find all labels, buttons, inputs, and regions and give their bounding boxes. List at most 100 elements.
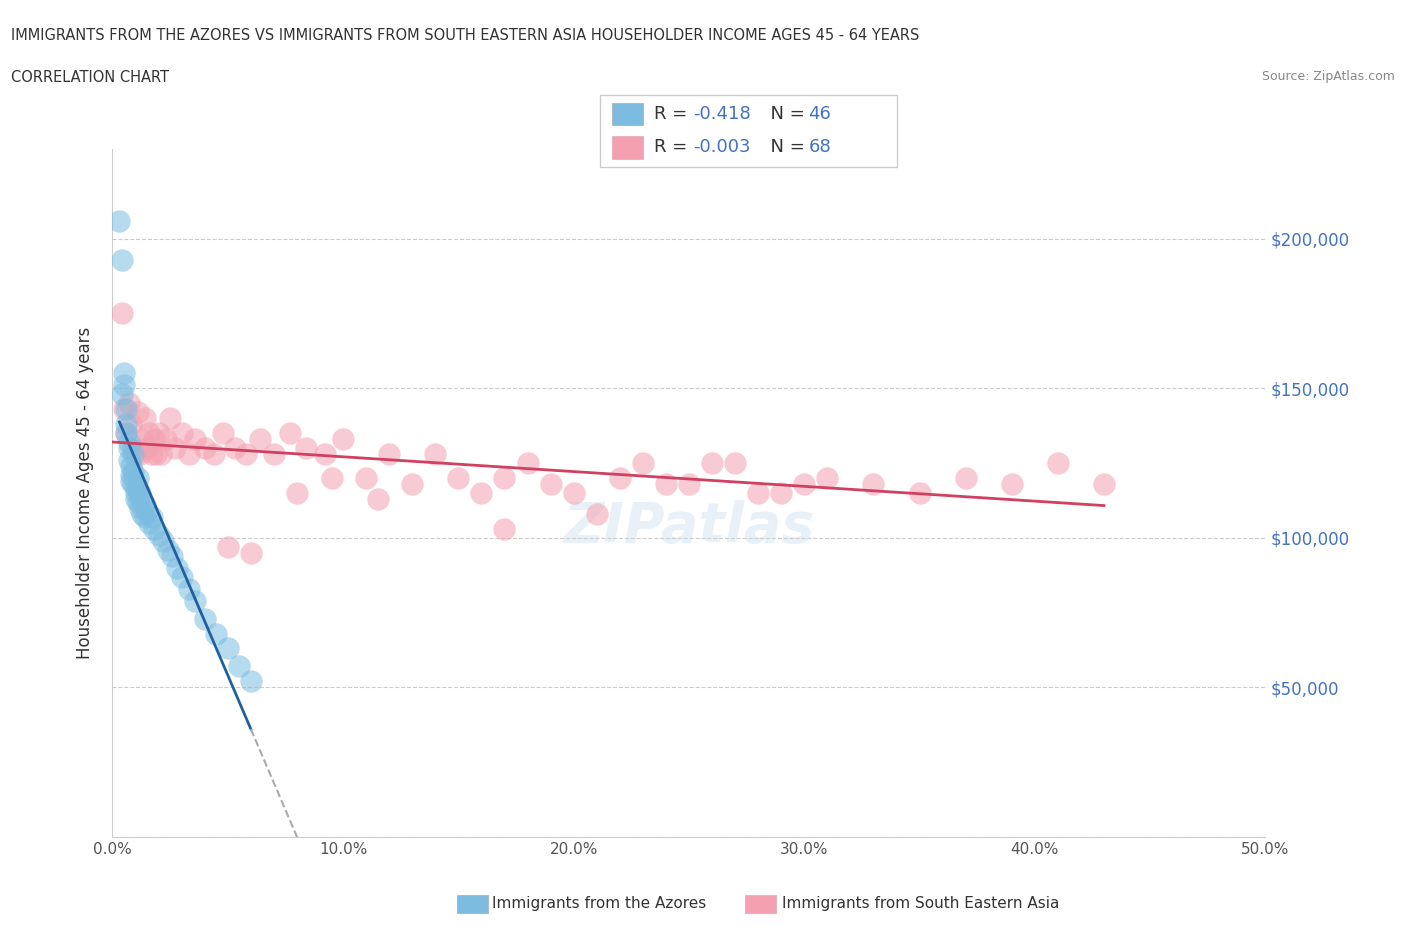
Text: 68: 68 (808, 139, 831, 156)
Point (1092, 476, 1115, 491)
Text: -0.003: -0.003 (693, 139, 751, 156)
Point (148, 426, 170, 441)
Point (120, 473, 142, 488)
Point (655, 476, 678, 491)
Point (127, 405, 149, 419)
Point (205, 626, 228, 641)
Point (131, 432, 153, 446)
Point (166, 560, 188, 575)
Point (127, 471, 149, 485)
Point (224, 441, 246, 456)
Point (136, 503, 159, 518)
Point (516, 456, 538, 471)
Point (425, 446, 447, 461)
Text: 46: 46 (808, 105, 831, 123)
Text: -0.418: -0.418 (693, 105, 751, 123)
Point (163, 441, 186, 456)
Point (955, 471, 977, 485)
Point (112, 402, 135, 417)
Point (1046, 456, 1069, 471)
Point (162, 549, 184, 564)
Point (321, 471, 343, 485)
Point (159, 411, 181, 426)
Text: R =: R = (654, 105, 693, 123)
Point (117, 434, 139, 449)
Point (122, 464, 145, 479)
Point (112, 365, 135, 380)
Text: R =: R = (654, 139, 693, 156)
Point (354, 471, 377, 485)
Point (136, 441, 159, 456)
Text: ZIPatlas: ZIPatlas (564, 500, 814, 554)
Point (700, 456, 723, 471)
Point (124, 480, 146, 495)
Point (148, 527, 170, 542)
Point (129, 485, 152, 500)
Point (494, 471, 516, 485)
Point (295, 441, 318, 456)
Point (470, 485, 492, 500)
Point (540, 476, 562, 491)
Point (120, 458, 142, 473)
Point (202, 446, 225, 461)
Point (815, 471, 838, 485)
Point (177, 446, 200, 461)
Point (115, 402, 138, 417)
Point (170, 569, 193, 584)
Point (678, 476, 700, 491)
Point (908, 485, 931, 500)
Point (249, 432, 271, 446)
Point (285, 485, 308, 500)
Point (117, 395, 139, 410)
Point (585, 507, 607, 522)
Point (170, 426, 193, 441)
Point (115, 426, 138, 441)
Point (122, 441, 145, 456)
Point (129, 500, 152, 515)
Point (115, 417, 138, 432)
Point (378, 446, 401, 461)
Point (124, 491, 146, 506)
Point (120, 468, 142, 483)
Point (263, 446, 285, 461)
Point (111, 387, 134, 402)
Point (367, 491, 389, 506)
Point (131, 491, 153, 506)
Point (631, 456, 654, 471)
Point (129, 446, 152, 461)
Point (314, 446, 336, 461)
Text: N =: N = (759, 139, 811, 156)
Point (115, 426, 138, 441)
Point (127, 483, 149, 498)
Text: Immigrants from South Eastern Asia: Immigrants from South Eastern Asia (782, 897, 1059, 911)
Point (134, 411, 156, 426)
Y-axis label: Householder Income Ages 45 - 64 years: Householder Income Ages 45 - 64 years (76, 326, 94, 659)
Point (134, 510, 156, 525)
Point (127, 495, 149, 510)
Point (278, 426, 301, 441)
Point (134, 498, 156, 512)
Point (235, 446, 257, 461)
Point (156, 542, 179, 557)
Point (152, 533, 174, 548)
Point (145, 446, 167, 461)
Point (117, 453, 139, 468)
Point (217, 641, 239, 656)
Point (228, 659, 250, 674)
Point (494, 522, 516, 537)
Text: Immigrants from the Azores: Immigrants from the Azores (492, 897, 706, 911)
Point (239, 545, 262, 560)
Point (124, 446, 146, 461)
Point (149, 446, 172, 461)
Point (177, 581, 200, 596)
Point (108, 213, 131, 228)
Point (143, 432, 166, 446)
Point (562, 485, 585, 500)
Point (194, 611, 217, 626)
Point (184, 432, 207, 446)
Point (862, 476, 884, 491)
Point (117, 441, 139, 456)
Point (141, 510, 163, 525)
Point (1001, 476, 1024, 491)
Text: CORRELATION CHART: CORRELATION CHART (11, 70, 169, 85)
